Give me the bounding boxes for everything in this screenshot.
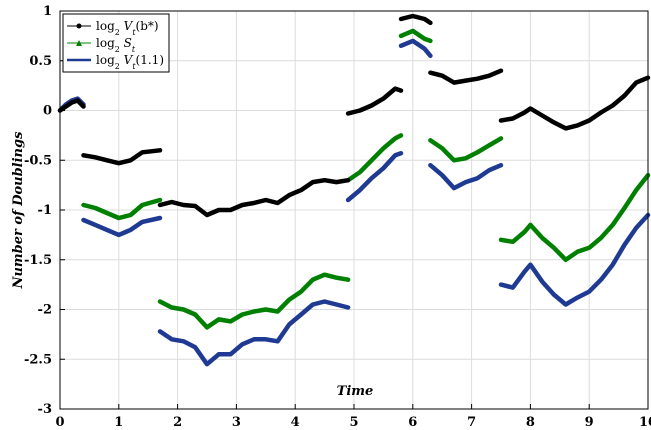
series-3-segment-5 bbox=[398, 38, 433, 59]
x-tick-label: 5 bbox=[349, 415, 358, 430]
series-3-segment-2 bbox=[81, 215, 163, 238]
series-3-segment-6 bbox=[428, 162, 504, 191]
x-tick-label: 4 bbox=[291, 415, 300, 430]
legend-label-arg: (b*) bbox=[136, 19, 159, 33]
ticks: 0 1 2 3 4 5 6 7 8 9 10 1 0.5 0 -0.5 -1 -1.5 -2 -2.5 -3 bbox=[24, 4, 651, 430]
series-2-segment-1 bbox=[81, 197, 163, 221]
series-2-segment-2 bbox=[157, 272, 351, 330]
y-tick-label: -1 bbox=[38, 203, 52, 218]
legend-label-arg: (1.1) bbox=[136, 53, 164, 67]
x-axis-title: Time bbox=[337, 384, 374, 399]
x-tick-label: 3 bbox=[232, 415, 241, 430]
x-tick-label: 9 bbox=[585, 415, 594, 430]
legend-label-body: V bbox=[120, 19, 134, 33]
legend-label-sub: 2 bbox=[115, 28, 120, 37]
series-3-segment-7 bbox=[498, 212, 651, 307]
legend-label-body: V bbox=[120, 53, 134, 67]
legend-marker bbox=[76, 23, 82, 29]
legend-marker bbox=[76, 40, 82, 46]
legend-label-tsub: t bbox=[132, 62, 136, 71]
series-1-segment-6 bbox=[428, 68, 504, 85]
y-tick-label: -0.5 bbox=[24, 153, 52, 168]
y-axis-title: Number of Doublings bbox=[11, 131, 26, 290]
legend-label-sub: 2 bbox=[115, 45, 120, 54]
legend-label: log2 Vt(b*) bbox=[96, 19, 159, 37]
y-tick-label: -2.5 bbox=[24, 352, 52, 367]
legend-label-prefix: log bbox=[96, 36, 115, 50]
legend-label: log2 St bbox=[96, 36, 136, 54]
y-tick-label: -2 bbox=[38, 303, 52, 318]
legend-label-sub: 2 bbox=[115, 62, 120, 71]
legend-label-tsub: t bbox=[132, 28, 136, 37]
series-3-segment-3 bbox=[157, 299, 351, 367]
y-tick-label: 0.5 bbox=[29, 54, 52, 69]
legend-label-prefix: log bbox=[96, 53, 115, 67]
series-1-segment-7 bbox=[498, 75, 651, 131]
series-1-segment-4 bbox=[345, 86, 404, 116]
x-tick-label: 7 bbox=[467, 415, 476, 430]
y-tick-label: -3 bbox=[38, 402, 52, 417]
series-1-segment-5 bbox=[398, 13, 433, 26]
legend-label: log2 Vt(1.1) bbox=[96, 53, 164, 71]
series-2-segment-6 bbox=[498, 172, 651, 263]
x-tick-label: 1 bbox=[114, 415, 123, 430]
series-2-segment-3 bbox=[345, 133, 404, 183]
series-1-segment-2 bbox=[81, 148, 163, 166]
y-tick-label: -1.5 bbox=[24, 253, 52, 268]
x-tick-label: 6 bbox=[408, 415, 417, 430]
legend-label-body: S bbox=[120, 36, 132, 50]
series-1-segment-3 bbox=[157, 177, 351, 218]
y-tick-label: 1 bbox=[43, 4, 52, 19]
series-2-segment-4 bbox=[398, 28, 433, 44]
legend-label-prefix: log bbox=[96, 19, 115, 33]
series-layer bbox=[57, 13, 651, 367]
series-2-segment-5 bbox=[428, 136, 504, 163]
y-tick-label: 0 bbox=[43, 104, 52, 119]
x-tick-label: 8 bbox=[526, 415, 535, 430]
x-tick-label: 10 bbox=[639, 415, 651, 430]
legend-label-tsub: t bbox=[132, 45, 136, 54]
x-tick-label: 2 bbox=[173, 415, 182, 430]
series-3-segment-4 bbox=[345, 151, 404, 203]
x-tick-label: 0 bbox=[55, 415, 64, 430]
series-1-segment-1 bbox=[57, 98, 86, 113]
